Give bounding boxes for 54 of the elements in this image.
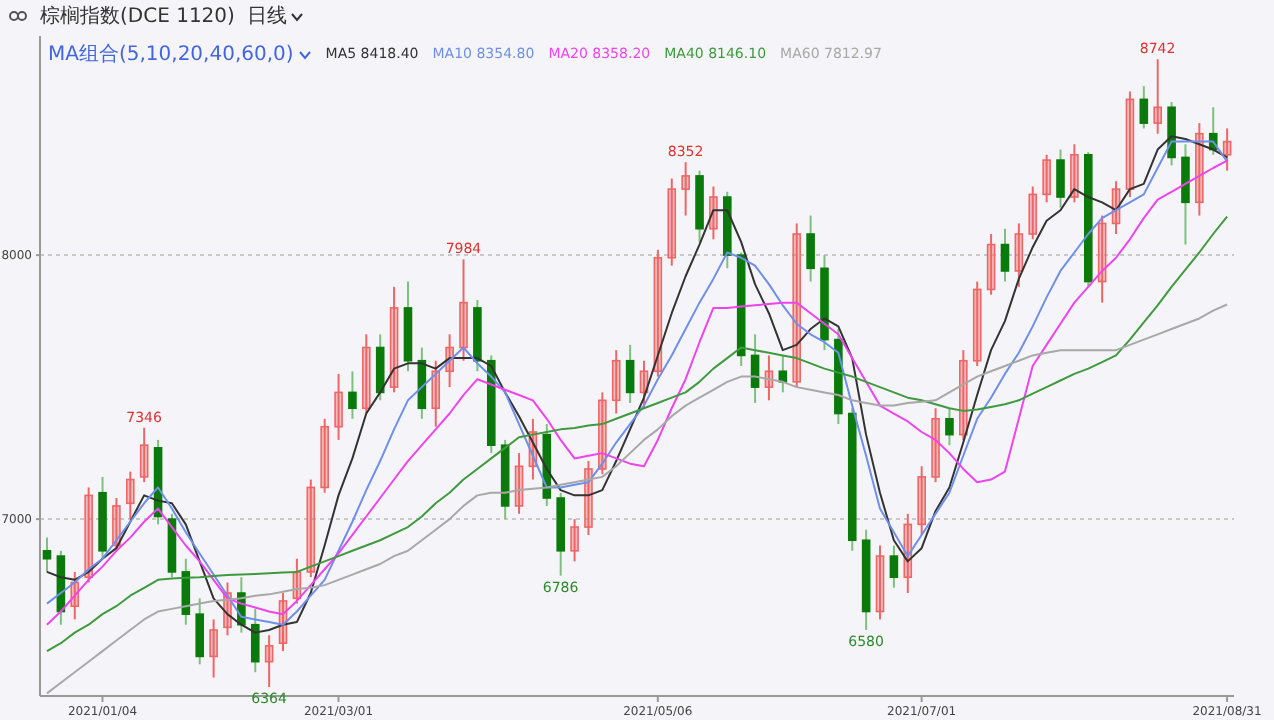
line-series bbox=[45, 303, 1229, 695]
candlestick bbox=[959, 349, 968, 441]
candlestick bbox=[986, 233, 996, 296]
legend-title: MA组合(5,10,20,40,60,0) bbox=[48, 42, 296, 68]
candlestick bbox=[195, 597, 205, 666]
candlestick bbox=[945, 407, 954, 447]
candlestick bbox=[1014, 222, 1024, 288]
candlestick bbox=[112, 497, 121, 552]
candlestick bbox=[209, 618, 218, 679]
candlestick bbox=[139, 426, 149, 484]
candlestick bbox=[126, 470, 135, 521]
candlestick bbox=[903, 512, 913, 595]
candlestick bbox=[1042, 153, 1051, 204]
candlestick bbox=[1222, 127, 1232, 172]
candlestick bbox=[709, 185, 718, 241]
candlestick bbox=[250, 607, 260, 674]
candlestick bbox=[681, 161, 690, 217]
candlestick bbox=[1153, 58, 1162, 135]
line-series bbox=[45, 215, 1229, 653]
candlestick bbox=[972, 280, 982, 367]
candlestick bbox=[389, 285, 399, 394]
candlestick bbox=[1125, 90, 1135, 199]
candlestick bbox=[1181, 143, 1190, 246]
candlestick bbox=[667, 177, 677, 267]
candlestick bbox=[917, 465, 926, 536]
chart-subtitle: 日线 bbox=[246, 3, 289, 30]
candlestick bbox=[584, 460, 593, 536]
candlestick bbox=[320, 417, 329, 494]
candlestick bbox=[431, 359, 441, 428]
candlestick bbox=[375, 333, 385, 402]
candlestick bbox=[84, 486, 93, 584]
candlestick bbox=[625, 343, 635, 404]
candlestick bbox=[1139, 85, 1149, 130]
candlestick bbox=[889, 544, 899, 589]
candlestick bbox=[1056, 148, 1065, 209]
chart-title: 棕榈指数(DCE 1120) bbox=[40, 3, 235, 30]
candlestick bbox=[875, 544, 885, 621]
candlestick bbox=[806, 214, 815, 283]
candlestick bbox=[598, 391, 607, 476]
candlestick bbox=[1000, 227, 1010, 283]
candlestick bbox=[931, 407, 940, 484]
candlestick bbox=[1070, 143, 1079, 204]
candlestick bbox=[792, 222, 802, 389]
candlestick bbox=[334, 372, 343, 441]
candlestick bbox=[1028, 185, 1038, 241]
candlestick bbox=[570, 518, 579, 563]
candlestick bbox=[611, 349, 621, 415]
candlestick bbox=[306, 478, 316, 579]
candlestick bbox=[264, 634, 274, 689]
candlestick bbox=[348, 370, 357, 420]
candlestick bbox=[362, 333, 371, 415]
candlestick bbox=[1195, 122, 1204, 217]
candlestick bbox=[42, 536, 52, 573]
candlestick bbox=[459, 258, 468, 362]
